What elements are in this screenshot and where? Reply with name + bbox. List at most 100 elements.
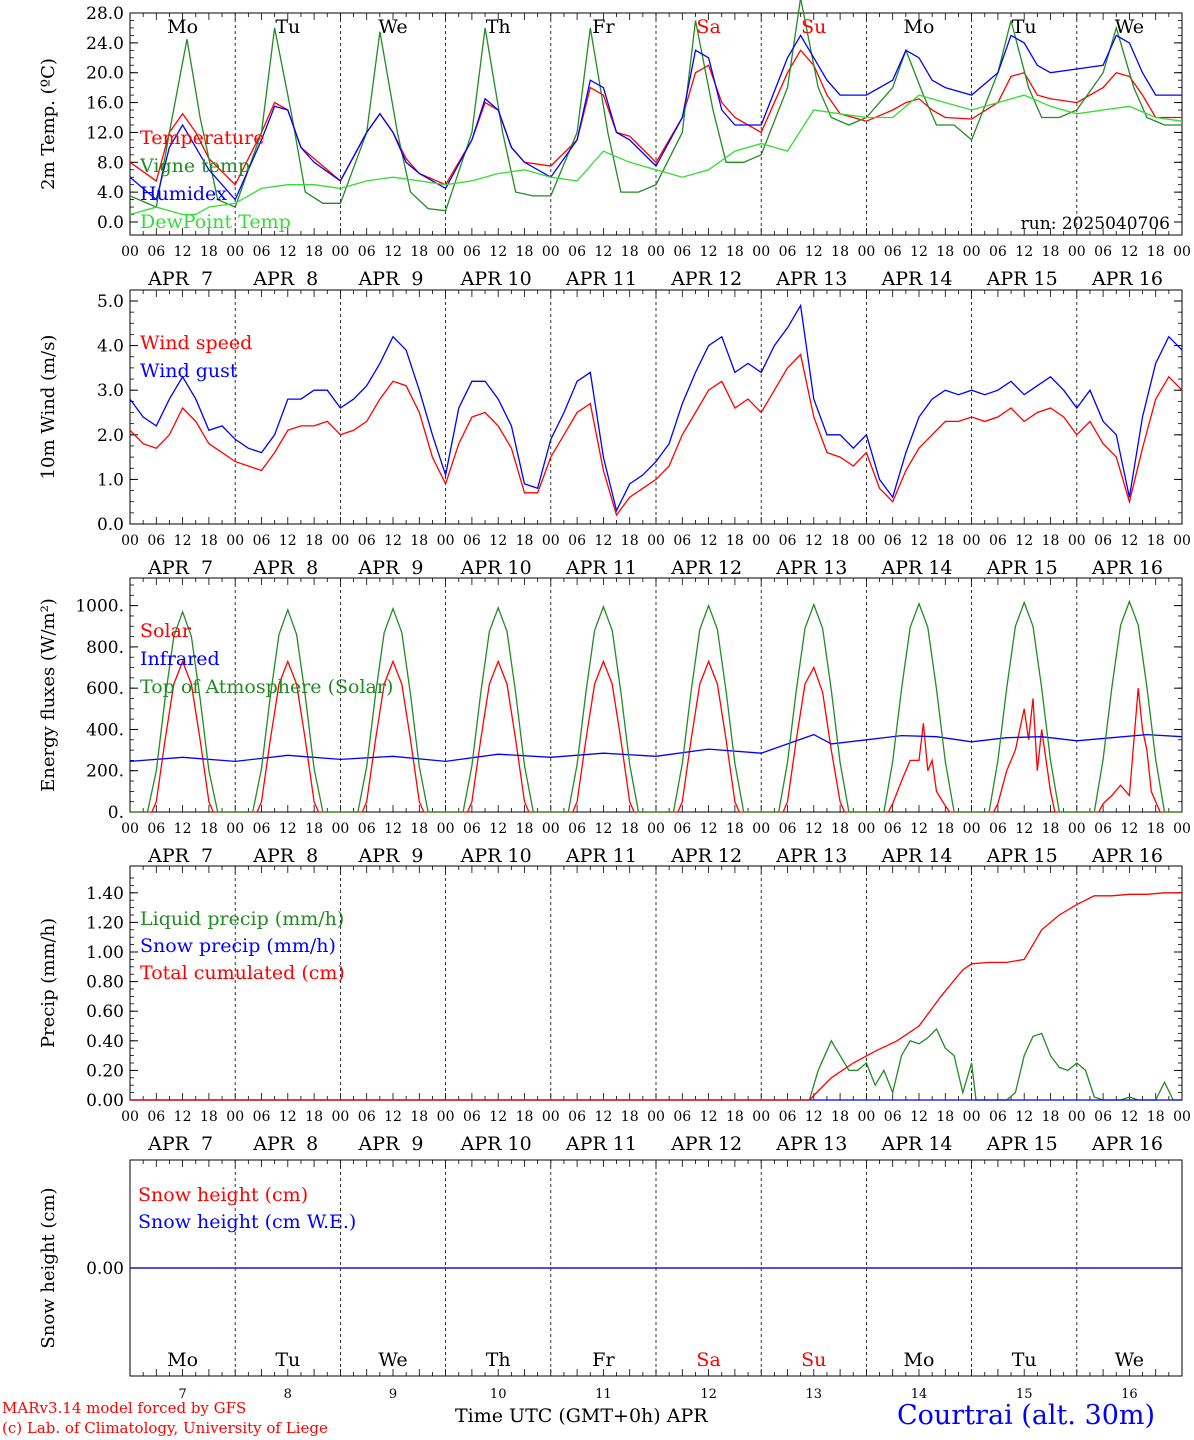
x-date-label: APR 7 (147, 1133, 213, 1155)
x-hour-label: 12 (805, 821, 823, 837)
series-wind-0 (129, 353, 1183, 517)
x-hour-label: 06 (358, 533, 376, 549)
legend-wind-0: Wind speed (140, 332, 252, 354)
y-tick-label: 28.0 (86, 4, 124, 24)
x-date-label: APR 14 (880, 557, 952, 579)
y-axis-label-snow: Snow height (cm) (38, 1187, 59, 1348)
y-axis-label-temperature: 2m Temp. (ºC) (38, 58, 59, 190)
x-hour-label: 18 (1147, 244, 1165, 260)
x-date-label: APR 7 (147, 268, 213, 290)
x-hour-label: 18 (305, 821, 323, 837)
x-hour-label: 18 (200, 244, 218, 260)
x-date-label: APR 14 (880, 1133, 952, 1155)
x-hour-label: 18 (1042, 533, 1060, 549)
x-hour-label: 18 (410, 244, 428, 260)
x-date-label: APR 9 (358, 845, 424, 867)
day-number-label: 14 (911, 1387, 928, 1402)
x-hour-label: 06 (673, 533, 691, 549)
y-tick-label: 600. (86, 679, 124, 699)
x-hour-label: 12 (174, 533, 192, 549)
time-axis-label: Time UTC (GMT+0h) APR (455, 1405, 708, 1427)
x-hour-label: 00 (752, 821, 770, 837)
x-hour-label: 06 (779, 244, 797, 260)
x-hour-label: 12 (1015, 821, 1033, 837)
y-tick-label: 0.60 (86, 1002, 124, 1022)
x-hour-label: 18 (1147, 533, 1165, 549)
x-date-label: APR 13 (775, 557, 847, 579)
x-hour-label: 12 (1120, 533, 1138, 549)
x-hour-label: 00 (1173, 1109, 1191, 1125)
y-tick-label: 1.40 (86, 884, 124, 904)
y-tick-label: 0.0 (97, 515, 124, 535)
x-date-label: APR 14 (880, 268, 952, 290)
x-hour-label: 12 (489, 821, 507, 837)
x-hour-label: 06 (673, 1109, 691, 1125)
legend-temperature-1: Vigne temp (139, 155, 250, 177)
x-hour-label: 00 (647, 821, 665, 837)
x-hour-label: 00 (1173, 533, 1191, 549)
y-tick-label: 0.80 (86, 973, 124, 993)
x-hour-label: 00 (647, 244, 665, 260)
x-hour-label: 00 (121, 821, 139, 837)
x-hour-label: 00 (963, 821, 981, 837)
y-tick-label: 16.0 (86, 94, 124, 114)
series-energy-0 (130, 659, 1182, 813)
y-tick-label: 2.0 (97, 426, 124, 446)
series-energy-1 (129, 733, 1183, 763)
y-tick-label: 0.20 (86, 1061, 124, 1081)
weekday-label-top: Mo (167, 16, 198, 38)
x-hour-label: 12 (384, 244, 402, 260)
x-hour-label: 00 (963, 533, 981, 549)
x-hour-label: 12 (805, 244, 823, 260)
x-hour-label: 00 (752, 533, 770, 549)
x-hour-label: 00 (437, 821, 455, 837)
x-hour-label: 06 (358, 244, 376, 260)
x-date-label: APR 10 (460, 845, 532, 867)
x-hour-label: 00 (1068, 1109, 1086, 1125)
day-number-label: 9 (389, 1387, 397, 1402)
y-axis-label-energy: Energy fluxes (W/m²) (38, 598, 59, 792)
series-energy-2 (130, 599, 1182, 813)
y-tick-label: 1.0 (97, 470, 124, 490)
x-hour-label: 18 (1042, 1109, 1060, 1125)
model-credit: MARv3.14 model forced by GFS (2, 1399, 247, 1417)
x-hour-label: 18 (200, 533, 218, 549)
x-hour-label: 06 (673, 244, 691, 260)
x-hour-label: 06 (147, 244, 165, 260)
x-hour-label: 06 (568, 1109, 586, 1125)
x-hour-label: 06 (253, 244, 271, 260)
x-hour-label: 12 (700, 1109, 718, 1125)
x-hour-label: 12 (279, 821, 297, 837)
x-hour-label: 18 (516, 821, 534, 837)
x-date-label: APR 11 (565, 268, 637, 290)
run-annotation: run: 2025040706 (1021, 214, 1170, 234)
x-hour-label: 06 (358, 821, 376, 837)
weekday-label-top: Su (801, 16, 826, 38)
weekday-label-bottom: Mo (904, 1349, 935, 1371)
x-hour-label: 06 (884, 821, 902, 837)
x-hour-label: 18 (516, 244, 534, 260)
x-hour-label: 12 (594, 244, 612, 260)
x-hour-label: 00 (331, 533, 349, 549)
legend-precip-1: Snow precip (mm/h) (140, 935, 336, 957)
x-hour-label: 18 (516, 533, 534, 549)
x-hour-label: 12 (805, 533, 823, 549)
weekday-label-bottom: We (1115, 1349, 1144, 1371)
x-hour-label: 06 (884, 244, 902, 260)
x-hour-label: 06 (779, 533, 797, 549)
x-date-label: APR 10 (460, 557, 532, 579)
x-hour-label: 00 (226, 1109, 244, 1125)
x-date-label: APR 12 (670, 1133, 742, 1155)
x-hour-label: 00 (857, 1109, 875, 1125)
x-hour-label: 12 (594, 821, 612, 837)
x-date-label: APR 8 (252, 268, 318, 290)
x-date-label: APR 7 (147, 845, 213, 867)
weekday-label-bottom: We (378, 1349, 407, 1371)
x-hour-label: 18 (410, 1109, 428, 1125)
y-tick-label: 3.0 (97, 381, 124, 401)
x-hour-label: 00 (226, 244, 244, 260)
y-tick-label: 800. (86, 638, 124, 658)
x-hour-label: 00 (437, 1109, 455, 1125)
y-tick-label: 0.00 (86, 1259, 124, 1279)
x-hour-label: 00 (542, 244, 560, 260)
